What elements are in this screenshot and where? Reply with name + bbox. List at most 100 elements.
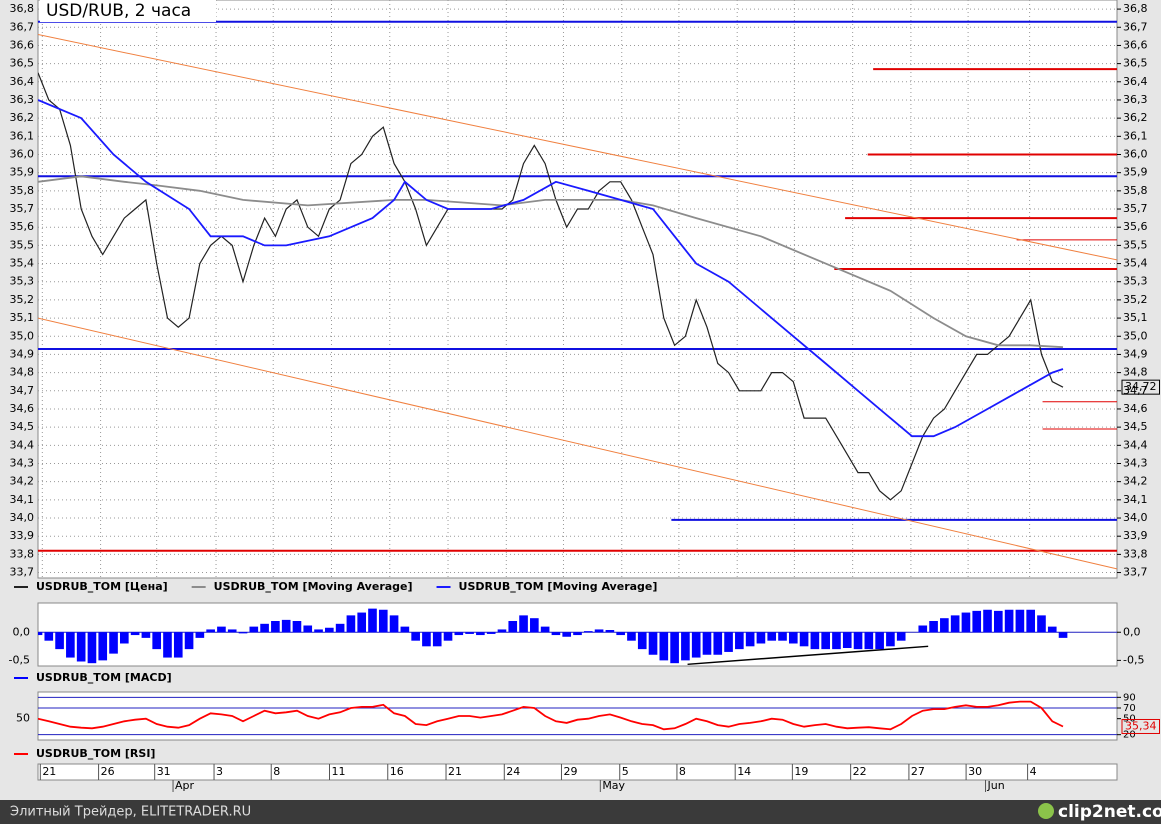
bar bbox=[950, 615, 960, 633]
y-tick-label: 35,1 bbox=[10, 311, 35, 324]
y-tick-label-right: 35,0 bbox=[1123, 329, 1148, 342]
bar bbox=[583, 631, 593, 633]
rsi-panel bbox=[37, 691, 1118, 741]
bar bbox=[864, 632, 874, 650]
bar bbox=[227, 629, 237, 633]
last-value-label: 34,72 bbox=[1125, 380, 1157, 393]
y-tick-label-right: -0,5 bbox=[1123, 653, 1144, 666]
y-tick-label-right: 36,4 bbox=[1123, 75, 1148, 88]
bar bbox=[44, 632, 54, 641]
bar bbox=[637, 632, 647, 650]
bar bbox=[98, 632, 108, 661]
bar bbox=[486, 632, 496, 634]
x-tick-label: 31 bbox=[157, 765, 171, 778]
y-tick-label: 34,3 bbox=[10, 456, 35, 469]
bar bbox=[1015, 609, 1025, 633]
plot bbox=[38, 608, 1117, 666]
bar bbox=[346, 615, 356, 633]
x-tick-label: 3 bbox=[216, 765, 223, 778]
bar bbox=[702, 632, 712, 655]
bar bbox=[648, 632, 658, 655]
series-line bbox=[38, 700, 1064, 731]
y-tick-label-right: 36,7 bbox=[1123, 20, 1148, 33]
last-value-box bbox=[1121, 379, 1160, 395]
bar bbox=[400, 626, 410, 633]
y-tick-label: 35,6 bbox=[10, 220, 35, 233]
y-tick-label-right: 35,1 bbox=[1123, 311, 1148, 324]
bar bbox=[271, 621, 280, 633]
x-tick-label: 26 bbox=[101, 765, 115, 778]
y-tick-label-right: 0,0 bbox=[1123, 625, 1141, 638]
y-tick-label: 35,5 bbox=[10, 238, 35, 251]
y-tick-label: 0,0 bbox=[13, 625, 31, 638]
x-tick-label: 21 bbox=[448, 765, 462, 778]
chart-title: USD/RUB, 2 часа bbox=[46, 1, 191, 21]
bar bbox=[573, 632, 582, 636]
bar bbox=[66, 632, 75, 658]
y-tick-label-right: 34,3 bbox=[1123, 456, 1148, 469]
bar bbox=[303, 625, 313, 633]
y-tick-label: 34,5 bbox=[10, 420, 35, 433]
bar bbox=[120, 632, 129, 644]
y-tick-label: 33,9 bbox=[10, 529, 35, 542]
bar bbox=[778, 632, 787, 641]
legend-label: USDRUB_TOM [Moving Average] bbox=[459, 580, 658, 593]
x-tick-label: 21 bbox=[42, 765, 56, 778]
bar bbox=[38, 632, 43, 636]
y-tick-label: 33,8 bbox=[10, 547, 35, 560]
title-box bbox=[40, 0, 216, 22]
bar bbox=[745, 632, 755, 647]
y-tick-label-right: 35,5 bbox=[1123, 238, 1148, 251]
y-tick-label-right: 34,1 bbox=[1123, 493, 1148, 506]
series-line bbox=[38, 175, 1064, 349]
bar bbox=[929, 621, 938, 633]
y-tick-label: 34,7 bbox=[10, 384, 35, 397]
bar bbox=[292, 621, 302, 633]
y-tick-label: 34,9 bbox=[10, 347, 35, 360]
footer-bar bbox=[0, 800, 1161, 824]
series-line bbox=[38, 99, 1064, 438]
bar bbox=[983, 609, 992, 633]
y-tick-label-right: 33,7 bbox=[1123, 566, 1148, 579]
bar bbox=[87, 632, 97, 664]
plot bbox=[38, 0, 1117, 578]
bar bbox=[767, 632, 777, 641]
x-tick-label: 24 bbox=[506, 765, 520, 778]
y-tick-label-right: 35,9 bbox=[1123, 166, 1148, 179]
y-tick-label-right: 36,6 bbox=[1123, 38, 1148, 51]
x-tick-label: 11 bbox=[331, 765, 345, 778]
trend-line bbox=[687, 645, 929, 666]
bar bbox=[691, 632, 701, 658]
bar bbox=[109, 632, 118, 654]
bar bbox=[961, 612, 971, 633]
y-tick-label: 36,6 bbox=[10, 38, 35, 51]
y-tick-label: 34,4 bbox=[10, 438, 35, 451]
bar bbox=[432, 632, 442, 647]
y-tick-label-right: 33,8 bbox=[1123, 547, 1148, 560]
y-tick-label: 35,3 bbox=[10, 275, 35, 288]
y-tick-label-right: 34,5 bbox=[1123, 420, 1148, 433]
y-tick-label: 36,1 bbox=[10, 129, 35, 142]
y-tick-label: 36,8 bbox=[10, 2, 35, 15]
x-tick-label: 30 bbox=[968, 765, 982, 778]
bar bbox=[497, 629, 507, 633]
bar bbox=[896, 632, 906, 641]
y-tick-label-right: 36,5 bbox=[1123, 57, 1148, 70]
bar bbox=[378, 609, 388, 633]
y-tick-label: 35,7 bbox=[10, 202, 35, 215]
bar bbox=[281, 619, 291, 633]
trend-line bbox=[38, 317, 1117, 570]
bar bbox=[735, 632, 744, 650]
y-tick-label-right: 36,1 bbox=[1123, 129, 1148, 142]
x-tick-label: 14 bbox=[737, 765, 751, 778]
y-tick-label-right: 34,8 bbox=[1123, 366, 1148, 379]
bar bbox=[389, 615, 399, 633]
bar bbox=[454, 632, 464, 636]
bar bbox=[875, 632, 884, 650]
bar bbox=[832, 632, 841, 650]
bar bbox=[616, 632, 625, 636]
y-tick-label: 36,3 bbox=[10, 93, 35, 106]
y-tick-label-right: 35,4 bbox=[1123, 257, 1148, 270]
x-tick-label: 8 bbox=[273, 765, 280, 778]
